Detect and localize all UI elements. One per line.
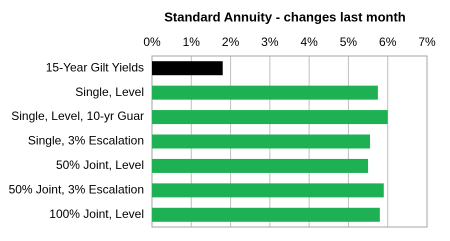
y-tick-label: Single, 3% Escalation	[28, 134, 144, 148]
y-tick-label: 15-Year Gilt Yields	[46, 60, 144, 74]
x-tick-label: 0%	[143, 35, 161, 49]
chart-title: Standard Annuity - changes last month	[164, 9, 406, 24]
bar	[152, 207, 380, 222]
x-tick-label: 7%	[418, 35, 436, 49]
x-tick-label: 5%	[340, 35, 358, 49]
y-tick-label: 100% Joint, Level	[49, 207, 144, 221]
x-tick-label: 2%	[222, 35, 240, 49]
bar	[152, 110, 388, 125]
bar	[152, 85, 378, 100]
y-tick-label: 50% Joint, Level	[56, 158, 144, 172]
bar	[152, 158, 369, 173]
x-tick-label: 4%	[300, 35, 318, 49]
x-tick-label: 1%	[183, 35, 201, 49]
bar	[152, 183, 384, 198]
x-tick-label: 3%	[261, 35, 279, 49]
bar	[152, 61, 223, 76]
y-tick-label: Single, Level	[75, 85, 144, 99]
y-tick-label: Single, Level, 10-yr Guar	[11, 109, 144, 123]
y-tick-label: 50% Joint, 3% Escalation	[9, 183, 144, 197]
x-tick-label: 6%	[379, 35, 397, 49]
bar	[152, 134, 371, 149]
